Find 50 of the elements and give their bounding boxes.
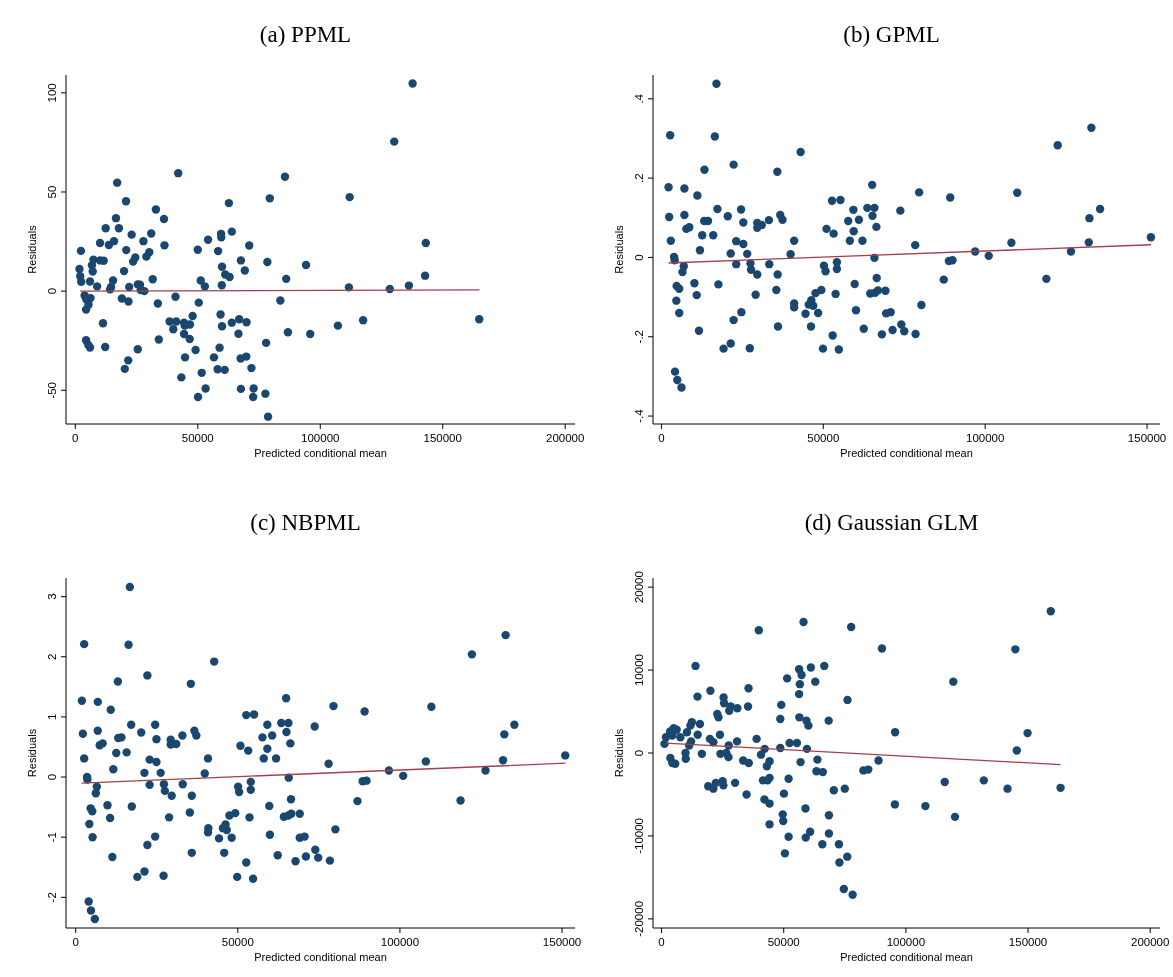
y-axis-title: Residuals <box>26 728 38 778</box>
y-tick-label: 2 <box>46 653 58 660</box>
x-tick-label: 150000 <box>423 432 462 444</box>
y-tick-label: 0 <box>633 254 645 261</box>
x-axis-title: Predicted conditional mean <box>840 951 973 963</box>
y-tick-label: -20000 <box>633 900 645 937</box>
x-tick-label: 200000 <box>546 432 585 444</box>
chart-title: (c) NBPML <box>250 510 361 535</box>
y-tick-label: 0 <box>46 773 58 781</box>
x-axis-title: Predicted conditional mean <box>254 447 387 459</box>
x-tick-label: 50000 <box>221 936 254 948</box>
x-tick-label: 0 <box>658 432 665 444</box>
y-tick-label: .2 <box>633 173 645 183</box>
y-axis-title: Residuals <box>26 224 38 274</box>
x-tick-label: 50000 <box>181 432 214 444</box>
y-tick-label: -2 <box>46 892 58 903</box>
y-tick-label: 1 <box>46 713 58 721</box>
chart-title: (b) GPML <box>843 22 940 47</box>
x-tick-label: 50000 <box>767 936 800 948</box>
x-axis-title: Predicted conditional mean <box>254 951 387 963</box>
y-tick-label: 20000 <box>633 571 645 604</box>
x-tick-label: 0 <box>72 432 79 444</box>
x-tick-label: 100000 <box>886 936 926 948</box>
x-tick-label: 100000 <box>380 936 420 948</box>
x-tick-label: 50000 <box>807 432 840 444</box>
y-tick-label: 0 <box>633 749 645 757</box>
y-tick-label: -10000 <box>633 818 645 854</box>
y-tick-label: -50 <box>46 381 58 399</box>
x-tick-label: 100000 <box>301 432 340 444</box>
y-tick-label: 100 <box>46 83 58 103</box>
chart-title: (a) PPML <box>259 22 352 47</box>
x-tick-label: 150000 <box>1008 936 1048 948</box>
x-tick-label: 0 <box>658 936 665 948</box>
x-tick-label: 150000 <box>1127 432 1167 444</box>
y-tick-label: .4 <box>633 93 645 104</box>
y-tick-label: -.2 <box>633 330 645 344</box>
y-axis-title: Residuals <box>613 224 625 274</box>
y-tick-label: -.4 <box>633 408 645 423</box>
x-tick-label: 100000 <box>965 432 1005 444</box>
x-tick-label: 0 <box>72 936 79 948</box>
y-tick-label: 10000 <box>633 654 645 687</box>
chart-title: (d) Gaussian GLM <box>804 510 979 535</box>
y-tick-label: -1 <box>46 832 58 843</box>
x-axis-title: Predicted conditional mean <box>840 447 973 459</box>
x-tick-label: 200000 <box>1131 936 1170 948</box>
y-tick-label: 0 <box>46 287 58 295</box>
y-tick-label: 50 <box>46 185 58 199</box>
y-axis-title: Residuals <box>613 728 625 778</box>
y-tick-label: 3 <box>46 593 58 600</box>
x-tick-label: 150000 <box>542 936 582 948</box>
